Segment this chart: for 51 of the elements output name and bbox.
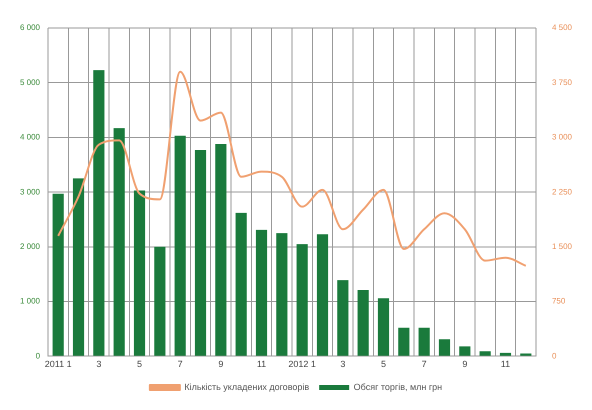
bar — [337, 280, 348, 356]
x-tick-label: 7 — [422, 359, 427, 370]
x-tick-label: 9 — [462, 359, 468, 370]
x-tick-label: 5 — [380, 359, 386, 370]
bar — [256, 230, 268, 356]
y-tick-label: 6 000 — [20, 23, 41, 32]
x-tick-label: 11 — [500, 359, 510, 370]
bar — [154, 246, 166, 356]
bar — [378, 298, 390, 356]
bar — [358, 290, 369, 356]
x-tick-label: 7 — [178, 359, 183, 370]
legend-label: Кількість укладених договорів — [184, 382, 310, 392]
bar — [236, 212, 247, 356]
bar — [174, 136, 186, 356]
bar — [316, 234, 328, 356]
x-tick-label: 11 — [256, 359, 266, 370]
bar — [114, 128, 125, 356]
y-tick-label: 5 000 — [20, 78, 41, 87]
x-tick-label: 3 — [96, 359, 102, 370]
bar — [134, 190, 146, 356]
y-tick-label: 0 — [36, 351, 41, 360]
y2-tick-label: 0 — [552, 351, 557, 360]
y2-tick-label: 4 500 — [552, 23, 573, 32]
bar — [72, 178, 84, 356]
bar — [276, 233, 288, 356]
bar — [93, 70, 104, 356]
x-tick-label: 2012 1 — [288, 359, 316, 370]
bar — [194, 150, 206, 356]
bar — [215, 144, 226, 356]
bar — [418, 328, 430, 356]
bar — [438, 339, 450, 356]
bar — [459, 346, 470, 356]
y-tick-label: 2 000 — [20, 242, 41, 252]
bar — [52, 194, 64, 356]
y2-tick-label: 3 000 — [552, 132, 573, 142]
y2-tick-label: 750 — [552, 296, 566, 306]
x-tick-label: 9 — [218, 359, 224, 370]
line-series — [57, 70, 527, 267]
x-tick-label: 5 — [137, 359, 142, 370]
bar — [296, 244, 308, 356]
x-tick-label: 3 — [340, 359, 346, 370]
y-tick-label: 4 000 — [20, 132, 41, 142]
legend-label: Обсяг торгів, млн грн — [354, 382, 442, 392]
y-tick-label: 3 000 — [20, 187, 41, 196]
y2-tick-label: 1 500 — [552, 242, 573, 252]
y2-tick-label: 3 750 — [552, 78, 573, 87]
x-tick-label: 2011 1 — [44, 359, 72, 370]
y-tick-label: 1 000 — [20, 296, 41, 306]
y2-tick-label: 2 250 — [552, 187, 573, 196]
bar — [520, 353, 532, 356]
bar — [398, 328, 410, 356]
